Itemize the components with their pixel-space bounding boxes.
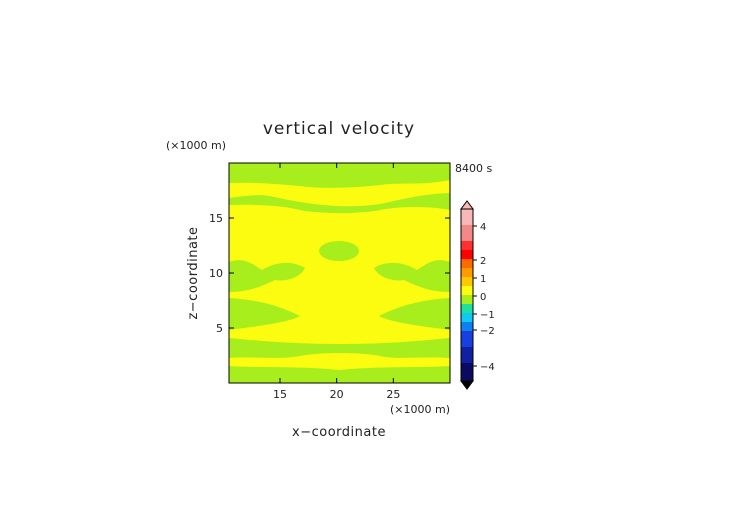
colorbar-yellow (461, 286, 473, 295)
contour-band-upper-arc (229, 193, 450, 213)
colorbar-ticks: 4 2 1 0 −1 −2 −4 (473, 222, 495, 373)
colorbar-green (461, 295, 473, 304)
time-label: 8400 s (455, 162, 492, 175)
colorbar-frame (460, 208, 474, 382)
colorbar-tick-label: 4 (480, 222, 486, 233)
y-tick-label: 10 (209, 267, 223, 280)
colorbar-tick-label: 0 (480, 292, 486, 303)
colorbar-orange-red (461, 259, 473, 268)
x-tick-label: 15 (273, 388, 287, 401)
chart-title: vertical velocity (263, 119, 415, 139)
colorbar-navy (461, 347, 473, 363)
contour-right-lower (379, 298, 450, 330)
colorbar-red-light (461, 241, 473, 250)
y-unit-label: (×1000 m) (166, 139, 226, 152)
colorbar-tick-label: −4 (480, 362, 495, 373)
contour-band-top (229, 163, 450, 188)
colorbar-teal (461, 304, 473, 313)
x-tick-label: 25 (386, 388, 400, 401)
x-unit-label: (×1000 m) (390, 403, 450, 416)
colorbar-tick-label: 1 (480, 274, 486, 285)
y-axis-ticks: 5 10 15 (209, 212, 450, 335)
colorbar-tick-label: −1 (480, 310, 495, 321)
plot-area: 15 20 25 5 10 15 (209, 162, 451, 401)
colorbar: 4 2 1 0 −1 −2 −4 (460, 200, 495, 390)
colorbar-blue (461, 331, 473, 347)
colorbar-amber (461, 277, 473, 286)
colorbar-extend-top (460, 200, 474, 210)
colorbar-cyan (461, 313, 473, 322)
colorbar-orange (461, 268, 473, 277)
colorbar-extend-bottom (460, 380, 474, 390)
contour-right-mid (374, 260, 450, 292)
x-axis-title: x−coordinate (292, 425, 386, 440)
colorbar-tick-label: −2 (480, 326, 495, 337)
colorbar-dark-navy (461, 363, 473, 381)
contour-left-mid (229, 260, 305, 292)
y-tick-label: 5 (216, 322, 223, 335)
x-axis-ticks: 15 20 25 (273, 163, 400, 401)
y-axis-title: z−coordinate (186, 226, 201, 319)
contour-blob-center (319, 241, 359, 261)
contour-base (229, 366, 450, 383)
x-tick-label: 20 (330, 388, 344, 401)
contour-left-lower (229, 298, 300, 330)
colorbar-tick-label: 2 (480, 256, 486, 267)
contour-band-bottom (229, 338, 450, 358)
colorbar-salmon (461, 225, 473, 241)
y-tick-label: 15 (209, 212, 223, 225)
colorbar-sky (461, 322, 473, 331)
colorbar-red (461, 250, 473, 259)
colorbar-pink (461, 209, 473, 225)
